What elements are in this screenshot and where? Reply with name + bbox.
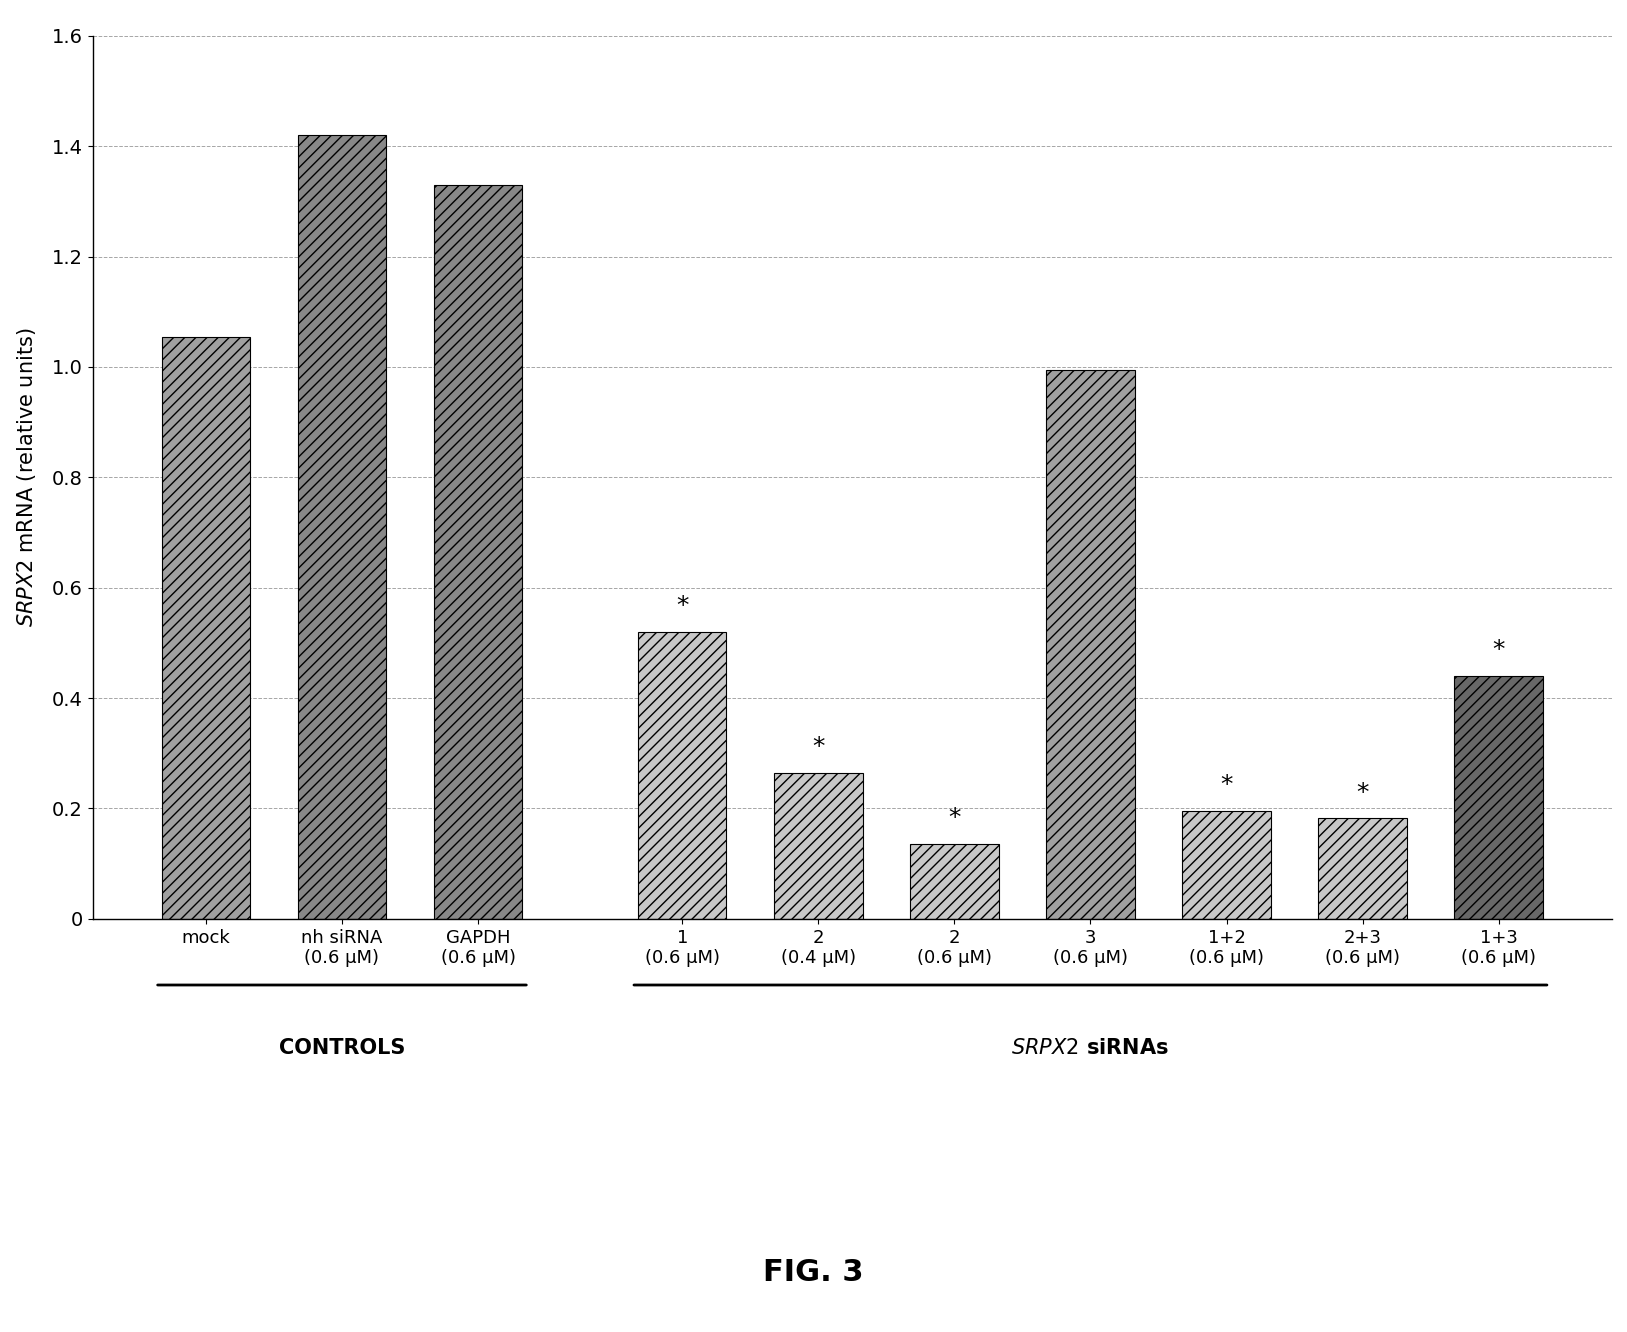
Text: CONTROLS: CONTROLS xyxy=(278,1038,405,1058)
Bar xyxy=(1183,811,1271,919)
Text: *: * xyxy=(949,806,960,830)
Bar xyxy=(909,844,999,919)
Bar xyxy=(1318,818,1407,919)
Y-axis label: $\it{SRPX2}$ mRNA (relative units): $\it{SRPX2}$ mRNA (relative units) xyxy=(15,328,37,627)
Text: *: * xyxy=(812,735,825,759)
Bar xyxy=(1455,675,1542,919)
Text: $\it{SRPX2}$ siRNAs: $\it{SRPX2}$ siRNAs xyxy=(1012,1038,1170,1058)
Bar xyxy=(774,773,862,919)
Bar xyxy=(161,337,251,919)
Text: *: * xyxy=(1357,781,1368,805)
Text: FIG. 3: FIG. 3 xyxy=(763,1257,864,1287)
Text: *: * xyxy=(675,594,688,618)
Bar xyxy=(1046,370,1134,919)
Text: *: * xyxy=(1220,774,1233,798)
Bar xyxy=(298,135,386,919)
Bar xyxy=(434,185,522,919)
Text: *: * xyxy=(1492,638,1505,662)
Bar xyxy=(638,631,726,919)
